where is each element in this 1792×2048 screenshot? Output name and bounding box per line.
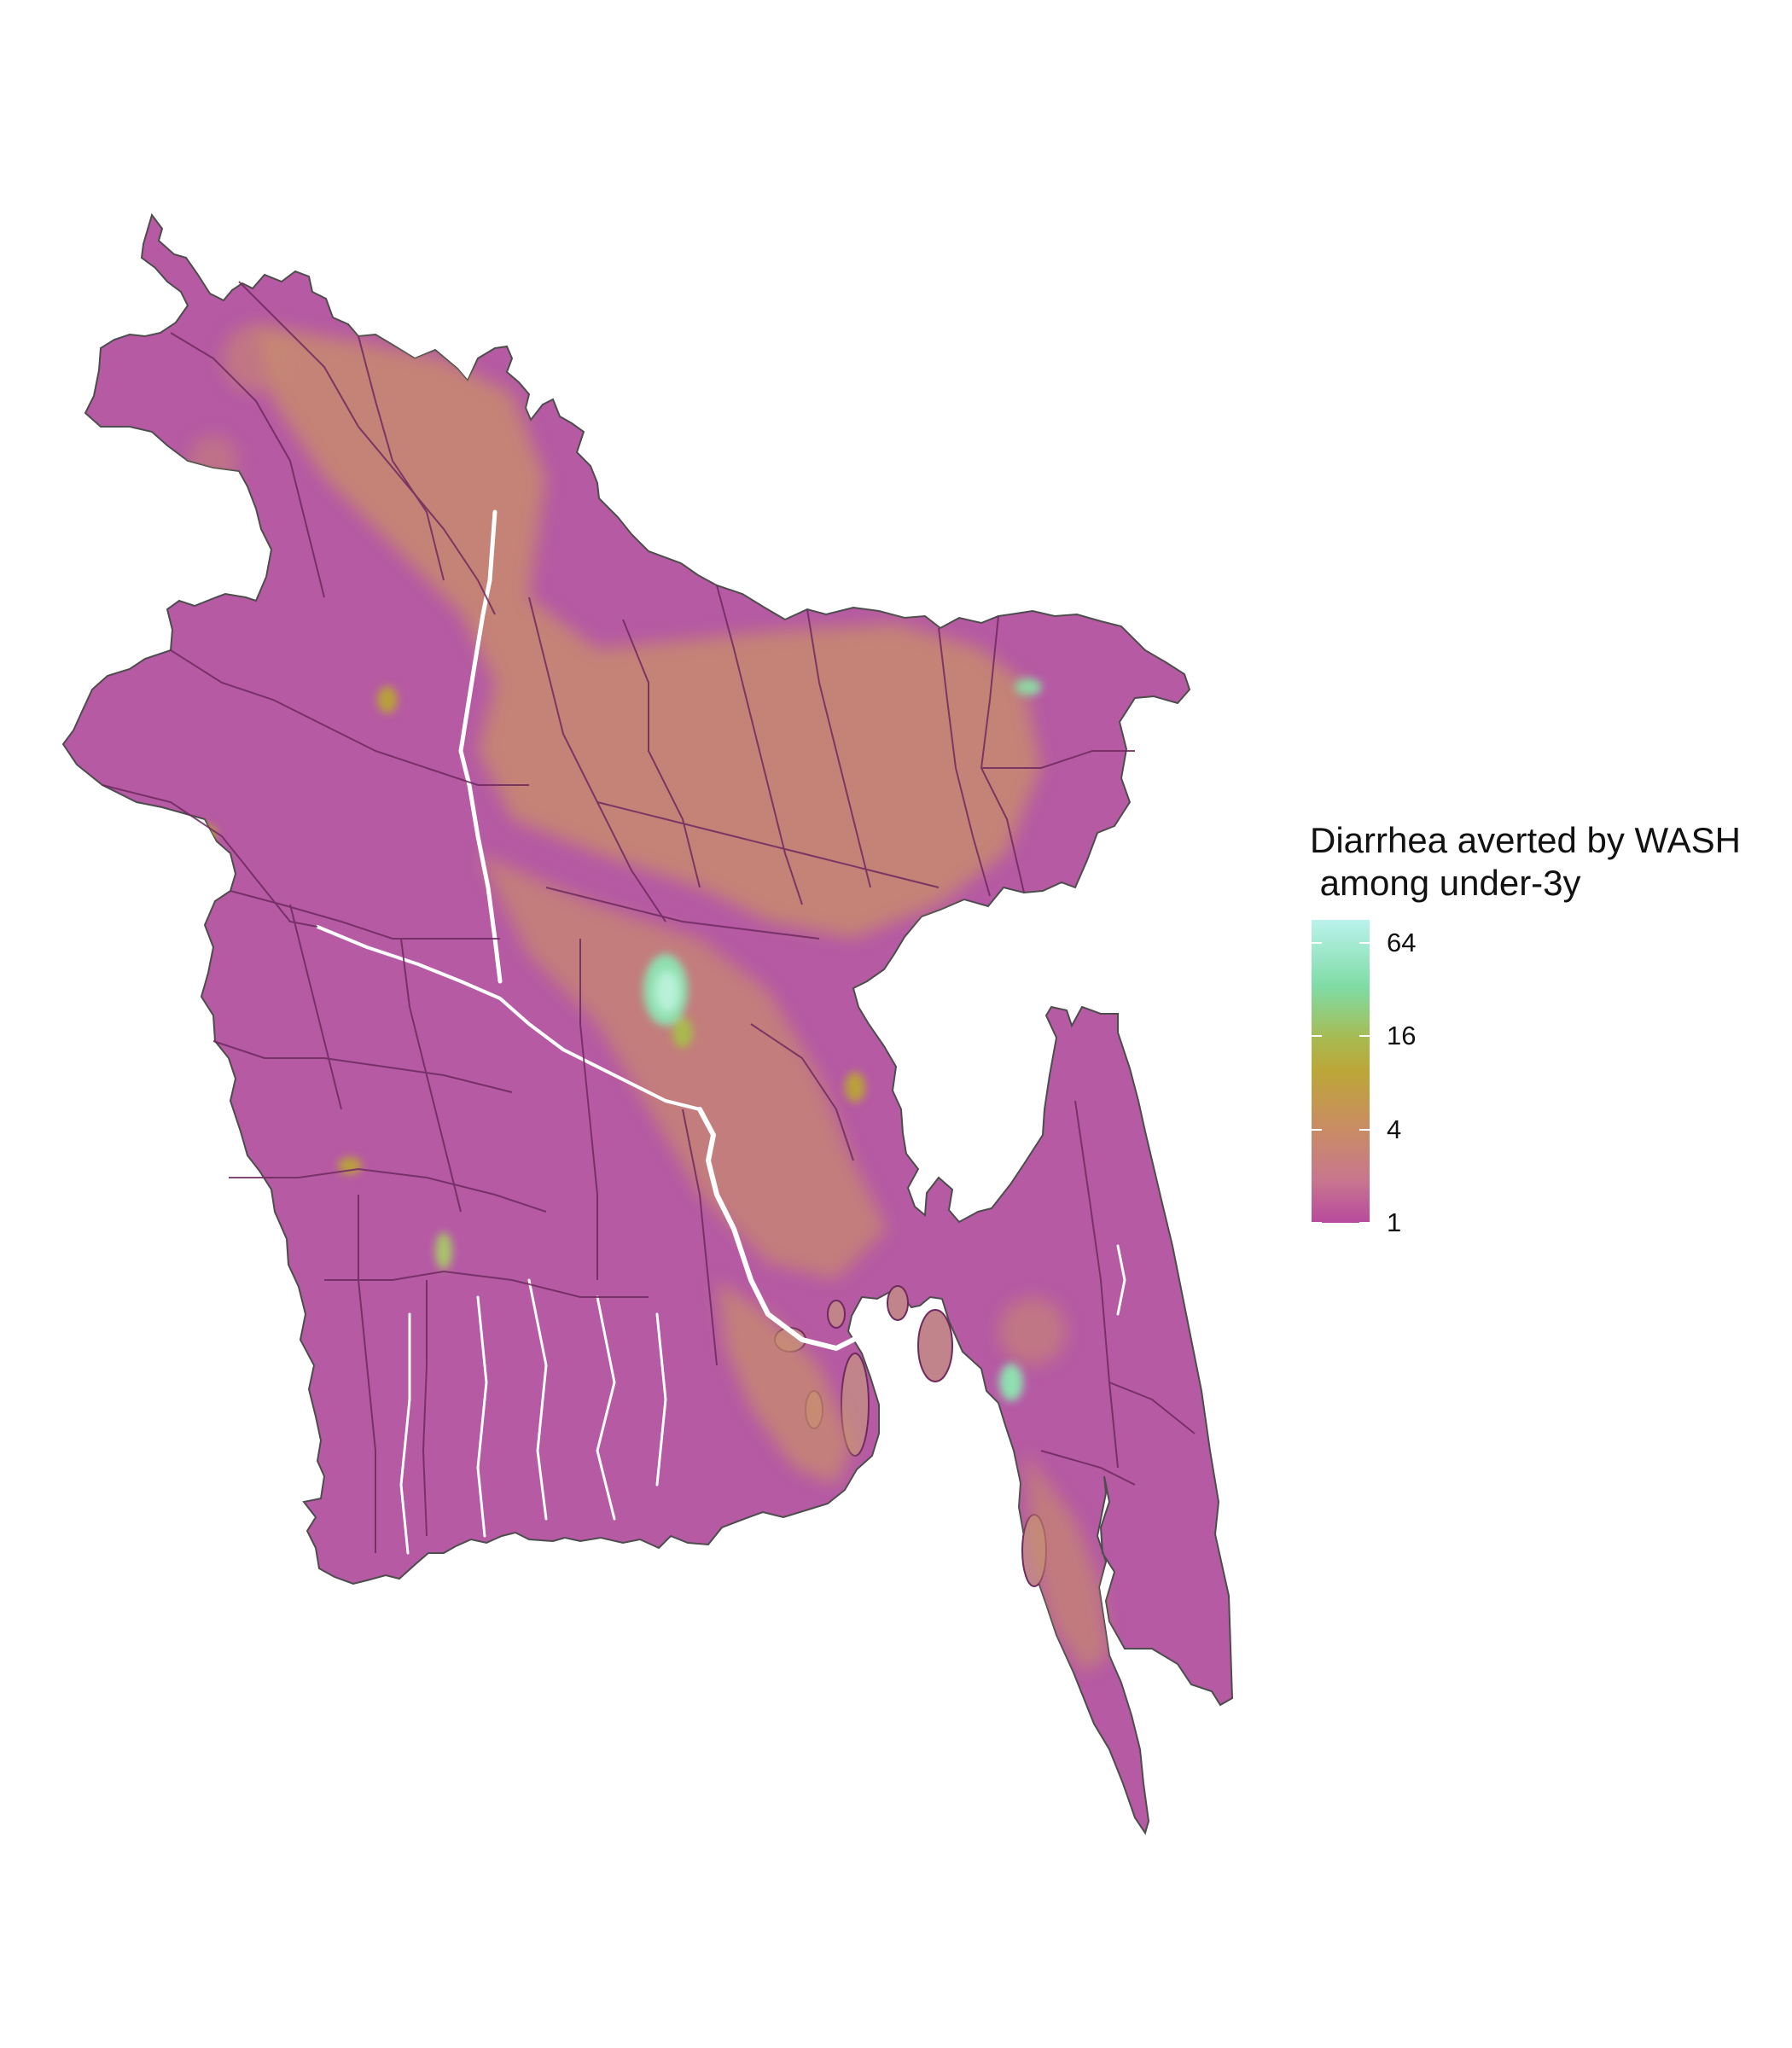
rivers <box>316 509 1126 1555</box>
legend-title: Diarrhea averted by WASH among under-3y <box>1310 820 1741 903</box>
legend-tick-mark-right <box>1359 941 1370 944</box>
legend-tick-mark-right <box>1359 1222 1370 1224</box>
legend-tick-mark-left <box>1312 1128 1322 1131</box>
legend-colorbar <box>1312 920 1370 1223</box>
legend-tick-mark-right <box>1359 1035 1370 1038</box>
legend-tick-mark-left <box>1312 1035 1322 1038</box>
legend-tick-mark-left <box>1312 941 1322 944</box>
legend-tick-label: 64 <box>1387 927 1417 957</box>
legend-tick-label: 16 <box>1387 1021 1417 1051</box>
district-borders <box>102 281 1196 1553</box>
legend-tick-mark-right <box>1359 1128 1370 1131</box>
legend-tick-mark-left <box>1312 1222 1322 1224</box>
legend-tick-label: 1 <box>1387 1207 1402 1237</box>
legend-tick-label: 4 <box>1387 1114 1402 1144</box>
